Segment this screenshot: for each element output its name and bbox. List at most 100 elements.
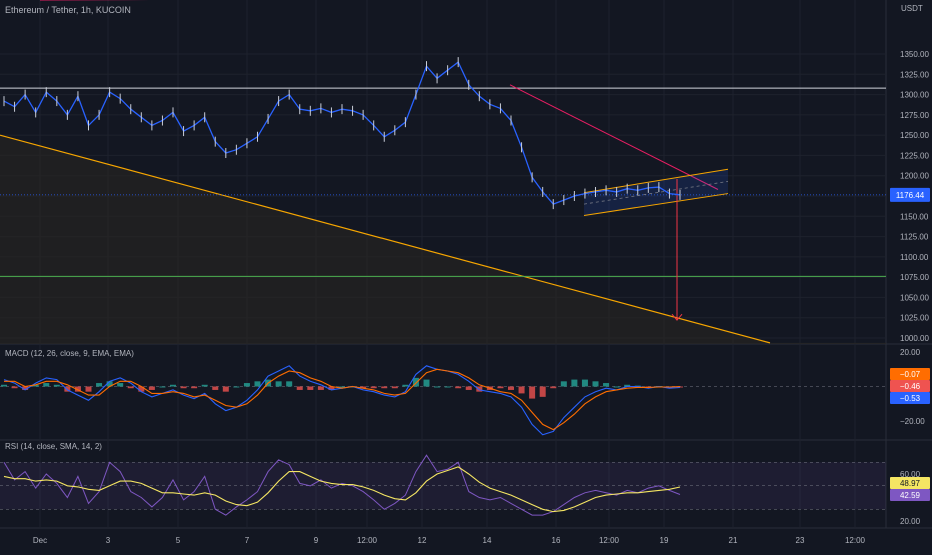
macd-signal-line [4, 368, 681, 431]
macd-histogram-bar [96, 383, 103, 387]
time-tick-label: 23 [796, 536, 805, 545]
price-tick-label: 1000.00 [900, 334, 929, 343]
macd-histogram-bar [339, 386, 345, 388]
macd-histogram-bar [296, 386, 303, 390]
time-tick-label: 12:00 [599, 536, 620, 545]
macd-histogram-bar [550, 386, 557, 389]
macd-histogram-bar [254, 381, 261, 387]
rsi-line [3, 454, 681, 516]
rsi-ma-line [3, 466, 681, 513]
macd-histogram-bar [571, 379, 578, 387]
macd-histogram-bar [74, 386, 81, 392]
rsi-tick-label: 60.00 [900, 470, 921, 479]
macd-histogram-bar [465, 386, 472, 390]
macd-histogram-bar [286, 381, 293, 387]
price-tick-label: 1350.00 [900, 50, 929, 59]
macd-histogram-bar [127, 386, 134, 389]
macd-histogram-bar [148, 386, 155, 390]
rsi-value-label: 48.97 [900, 479, 921, 488]
time-tick-label: 5 [176, 536, 181, 545]
price-tick-label: 1100.00 [900, 253, 929, 262]
macd-histogram-bar [444, 386, 451, 388]
rsi-value-badge [890, 489, 930, 501]
macd-value-label: −0.46 [900, 382, 921, 391]
rsi-pane [0, 454, 886, 516]
macd-histogram-bar [560, 381, 567, 387]
time-tick-label: 3 [106, 536, 111, 545]
macd-histogram-bar [138, 386, 145, 392]
macd-histogram-bar [603, 383, 610, 387]
macd-histogram-bar [85, 386, 92, 392]
current-price-badge [890, 187, 930, 202]
price-tick-label: 1200.00 [900, 172, 929, 181]
projection-arrowhead [671, 313, 683, 321]
macd-histogram-bar [201, 384, 208, 387]
time-tick-label: 9 [314, 536, 319, 545]
macd-histogram-bar [529, 386, 536, 399]
time-tick-label: 12 [418, 536, 427, 545]
macd-value-badge [890, 392, 930, 404]
time-tick-label: 7 [245, 536, 250, 545]
macd-histogram-bar [613, 386, 620, 388]
macd-histogram-bar [539, 386, 546, 397]
price-tick-label: 1150.00 [900, 212, 929, 221]
macd-histogram-bar [476, 386, 483, 392]
time-tick-label: 12:00 [357, 536, 378, 545]
macd-histogram-bar [1, 384, 7, 387]
time-tick-label: 19 [660, 536, 669, 545]
symbol-title[interactable]: Ethereum / Tether, 1h, KUCOIN [5, 5, 131, 15]
macd-histogram-bar [180, 386, 187, 389]
macd-histogram-bar [11, 386, 18, 389]
macd-histogram-bar [32, 384, 39, 387]
macd-histogram-bar [317, 386, 324, 390]
time-tick-label: 12:00 [845, 536, 866, 545]
macd-value-badge [890, 380, 930, 392]
channel-lower-line[interactable] [583, 193, 729, 216]
macd-histogram-bar [624, 384, 631, 387]
macd-value-label: −0.53 [900, 394, 921, 403]
macd-histogram-bar [434, 386, 441, 388]
price-scale[interactable]: 1000.00 1025.00 1050.00 1075.00 1100.00 1125.… [890, 50, 930, 526]
time-tick-label: Dec [33, 536, 47, 545]
macd-histogram-bar [106, 381, 113, 387]
time-tick-label: 16 [552, 536, 561, 545]
macd-histogram-bar [381, 386, 388, 389]
time-scale[interactable]: Dec 3 5 7 9 12:00 12 14 16 12:00 19 21 23 12:00 [33, 536, 866, 545]
price-tick-label: 1250.00 [900, 131, 929, 140]
macd-histogram-bar [455, 386, 462, 389]
price-tick-label: 1300.00 [900, 91, 929, 100]
macd-pane [0, 365, 886, 436]
price-tick-label: 1050.00 [900, 293, 929, 302]
macd-histogram-bar [402, 384, 409, 387]
time-tick-label: 21 [729, 536, 738, 545]
downtrend-line[interactable] [509, 84, 719, 190]
rsi-tick-label: 20.00 [900, 517, 921, 526]
long-trend-line[interactable] [0, 134, 771, 344]
macd-histogram-bar [64, 386, 71, 392]
drawings[interactable] [0, 0, 886, 344]
macd-title[interactable]: MACD (12, 26, close, 9, EMA, EMA) [5, 349, 134, 358]
price-series [3, 57, 681, 210]
price-tick-label: 1225.00 [900, 151, 929, 160]
macd-histogram-bar [391, 386, 398, 389]
macd-histogram-bar [170, 384, 176, 387]
price-tick-label: 1325.00 [900, 70, 929, 79]
macd-histogram-bar [581, 379, 588, 387]
macd-tick-label: 20.00 [900, 348, 921, 357]
channel-mid-line [583, 180, 729, 205]
macd-histogram-bar [159, 386, 166, 388]
time-tick-label: 14 [483, 536, 492, 545]
macd-histogram-bar [412, 377, 419, 387]
macd-histogram-bar [43, 383, 50, 387]
channel-upper-line[interactable] [583, 168, 729, 194]
currency-label: USDT [901, 4, 923, 13]
macd-histogram-bar [275, 381, 282, 387]
macd-histogram-bar [233, 386, 240, 388]
channel-fill [584, 169, 728, 216]
macd-histogram-bar [592, 381, 599, 387]
rsi-title[interactable]: RSI (14, close, SMA, 14, 2) [5, 442, 102, 451]
macd-histogram-bar [360, 386, 367, 389]
macd-histogram-bar [222, 386, 229, 392]
